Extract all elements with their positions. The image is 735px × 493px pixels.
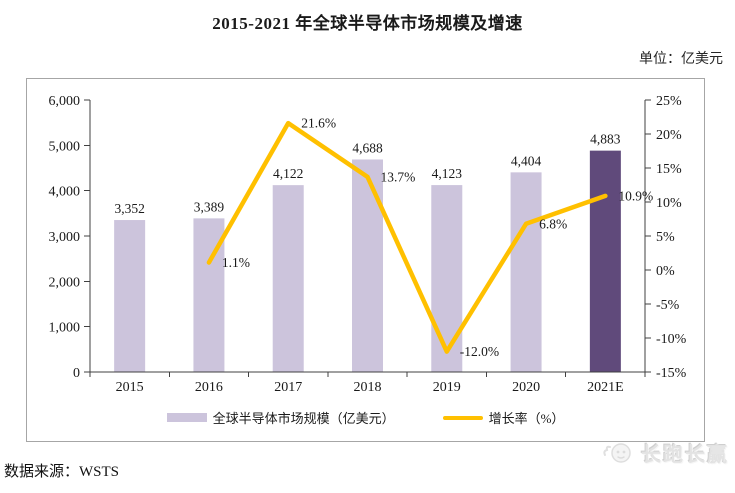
growth-value-label: 21.6% bbox=[301, 116, 336, 131]
growth-value-label: 13.7% bbox=[381, 169, 416, 184]
bar-value-label: 4,688 bbox=[352, 140, 383, 155]
legend-item-line: 增长率（%） bbox=[442, 408, 565, 427]
x-axis-label: 2016 bbox=[195, 380, 223, 395]
line-series-swatch-icon bbox=[442, 415, 483, 420]
bar-2015 bbox=[114, 220, 146, 372]
legend-label-bars: 全球半导体市场规模（亿美元） bbox=[212, 411, 395, 426]
chart-title: 2015-2021 年全球半导体市场规模及增速 bbox=[212, 14, 523, 33]
data-source: 数据来源：WSTS bbox=[4, 464, 120, 480]
right-axis-tick-label: 10% bbox=[656, 196, 682, 211]
watermark: 长跑长赢 bbox=[602, 438, 729, 467]
x-axis-label: 2015 bbox=[116, 380, 144, 395]
unit-label: 单位：亿美元 bbox=[639, 52, 723, 67]
x-axis-label: 2019 bbox=[433, 380, 461, 395]
x-axis-label: 2021E bbox=[587, 380, 624, 395]
left-axis-tick-label: 6,000 bbox=[49, 94, 81, 109]
bar-2017 bbox=[272, 185, 304, 372]
left-axis-tick-label: 2,000 bbox=[49, 275, 81, 290]
bar-series-swatch-icon bbox=[166, 413, 207, 422]
legend-item-bars: 全球半导体市场规模（亿美元） bbox=[166, 408, 395, 427]
combo-chart: 0 1,000 2,000 3,000 4,000 5,000 6,000 -15% -10% -… bbox=[49, 94, 687, 395]
right-axis-tick-label: -15% bbox=[656, 366, 687, 381]
bar-2019 bbox=[431, 185, 463, 372]
growth-value-label: 6.8% bbox=[539, 216, 567, 231]
right-axis-tick-label: 25% bbox=[656, 94, 682, 109]
bar-2020 bbox=[510, 172, 542, 372]
right-axis-tick-label: 20% bbox=[656, 128, 682, 143]
left-axis-tick-label: 5,000 bbox=[49, 139, 81, 154]
legend-label-line: 增长率（%） bbox=[488, 411, 565, 426]
left-axis-tick-label: 0 bbox=[73, 366, 80, 381]
growth-value-label: 1.1% bbox=[222, 255, 250, 270]
growth-value-label: -12.0% bbox=[460, 344, 499, 359]
x-axis-label: 2017 bbox=[274, 380, 302, 395]
bar-value-label: 4,123 bbox=[432, 166, 463, 181]
bar-value-label: 4,122 bbox=[273, 166, 303, 181]
right-axis-tick-label: 5% bbox=[656, 230, 675, 245]
watermark-text: 长跑长赢 bbox=[641, 444, 729, 466]
x-axis-label: 2020 bbox=[512, 380, 540, 395]
bar-2021E bbox=[589, 150, 621, 372]
x-axis-label: 2018 bbox=[354, 380, 382, 395]
growth-rate-line bbox=[206, 120, 608, 354]
right-axis-tick-label: -5% bbox=[656, 298, 680, 313]
growth-value-label: 10.9% bbox=[618, 188, 653, 203]
right-axis-tick-label: -10% bbox=[656, 332, 687, 347]
right-axis-tick-label: 15% bbox=[656, 162, 682, 177]
watermark-logo-icon bbox=[603, 442, 631, 463]
left-axis-tick-label: 3,000 bbox=[49, 230, 81, 245]
bar-value-label: 3,352 bbox=[114, 201, 144, 216]
right-axis-tick-label: 0% bbox=[656, 264, 675, 279]
left-axis-tick-label: 4,000 bbox=[49, 185, 81, 200]
chart-legend: 全球半导体市场规模（亿美元） 增长率（%） bbox=[26, 408, 705, 427]
bar-2018 bbox=[352, 159, 383, 372]
bar-value-label: 4,404 bbox=[511, 153, 542, 168]
bar-value-label: 3,389 bbox=[194, 199, 225, 214]
left-axis-tick-label: 1,000 bbox=[49, 321, 81, 336]
bar-value-label: 4,883 bbox=[590, 132, 621, 147]
